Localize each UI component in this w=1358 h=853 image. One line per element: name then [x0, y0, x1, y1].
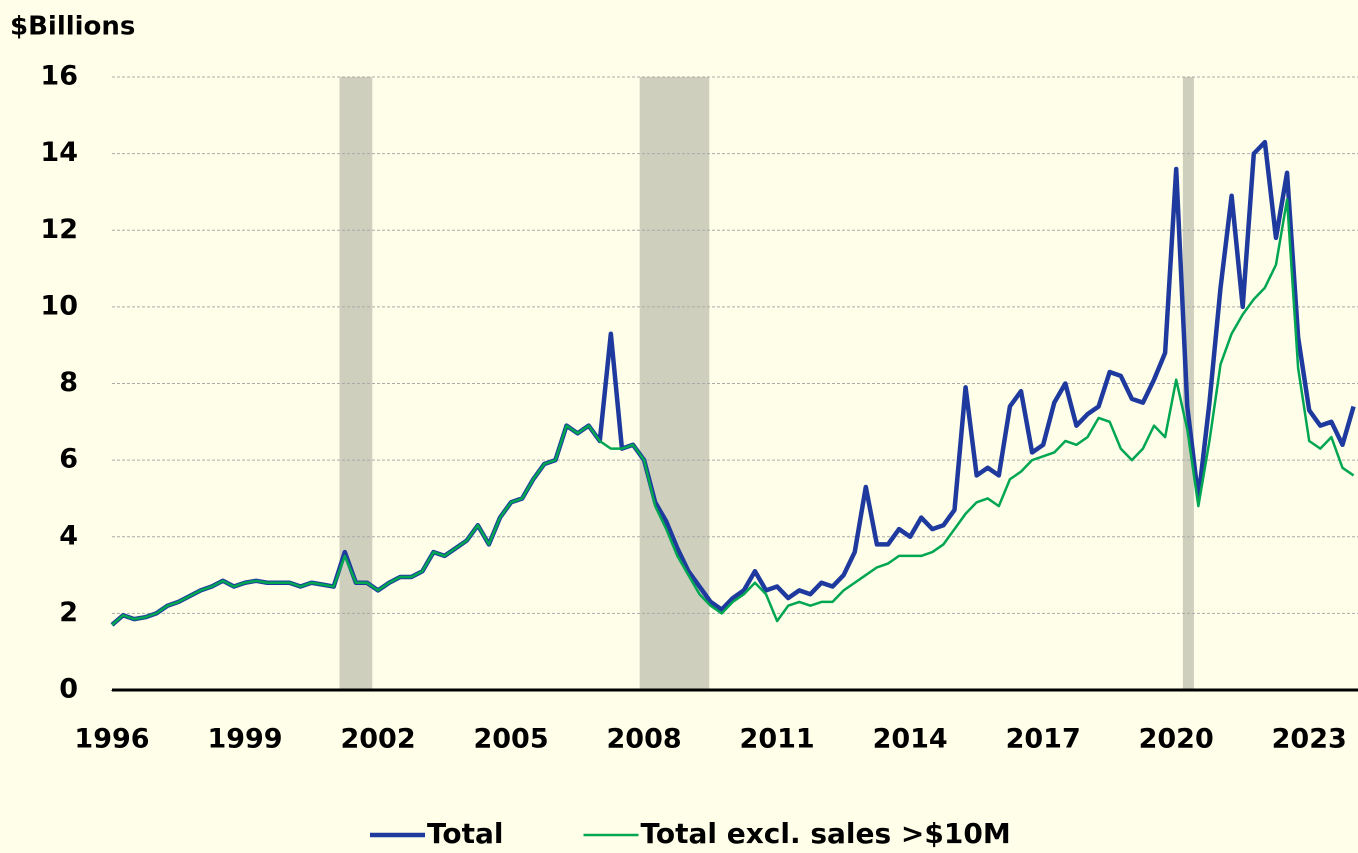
- x-tick-label: 1999: [207, 724, 282, 755]
- y-tick-label: 6: [59, 444, 78, 475]
- y-tick-label: 0: [59, 674, 78, 705]
- y-tick-label: 12: [40, 214, 78, 245]
- x-tick-label: 2017: [1006, 724, 1081, 755]
- x-tick-label: 2014: [873, 724, 948, 755]
- x-tick-label: 2005: [473, 724, 548, 755]
- x-tick-label: 2023: [1272, 724, 1347, 755]
- legend-label: Total excl. sales >$10M: [641, 817, 1011, 850]
- y-tick-label: 14: [40, 137, 78, 168]
- legend-label: Total: [427, 817, 504, 850]
- x-tick-label: 2020: [1139, 724, 1214, 755]
- y-tick-label: 16: [40, 61, 78, 92]
- series-line: [111, 198, 1355, 626]
- x-tick-label: 2008: [607, 724, 682, 755]
- y-tick-label: 10: [40, 290, 78, 321]
- y-tick-label: 8: [59, 367, 78, 398]
- y-axis-label: $Billions: [10, 12, 135, 42]
- x-tick-label: 2002: [340, 724, 415, 755]
- y-tick-label: 4: [59, 520, 78, 551]
- x-tick-label: 2011: [740, 724, 815, 755]
- y-tick-label: 2: [59, 597, 78, 628]
- x-tick-label: 1996: [74, 724, 149, 755]
